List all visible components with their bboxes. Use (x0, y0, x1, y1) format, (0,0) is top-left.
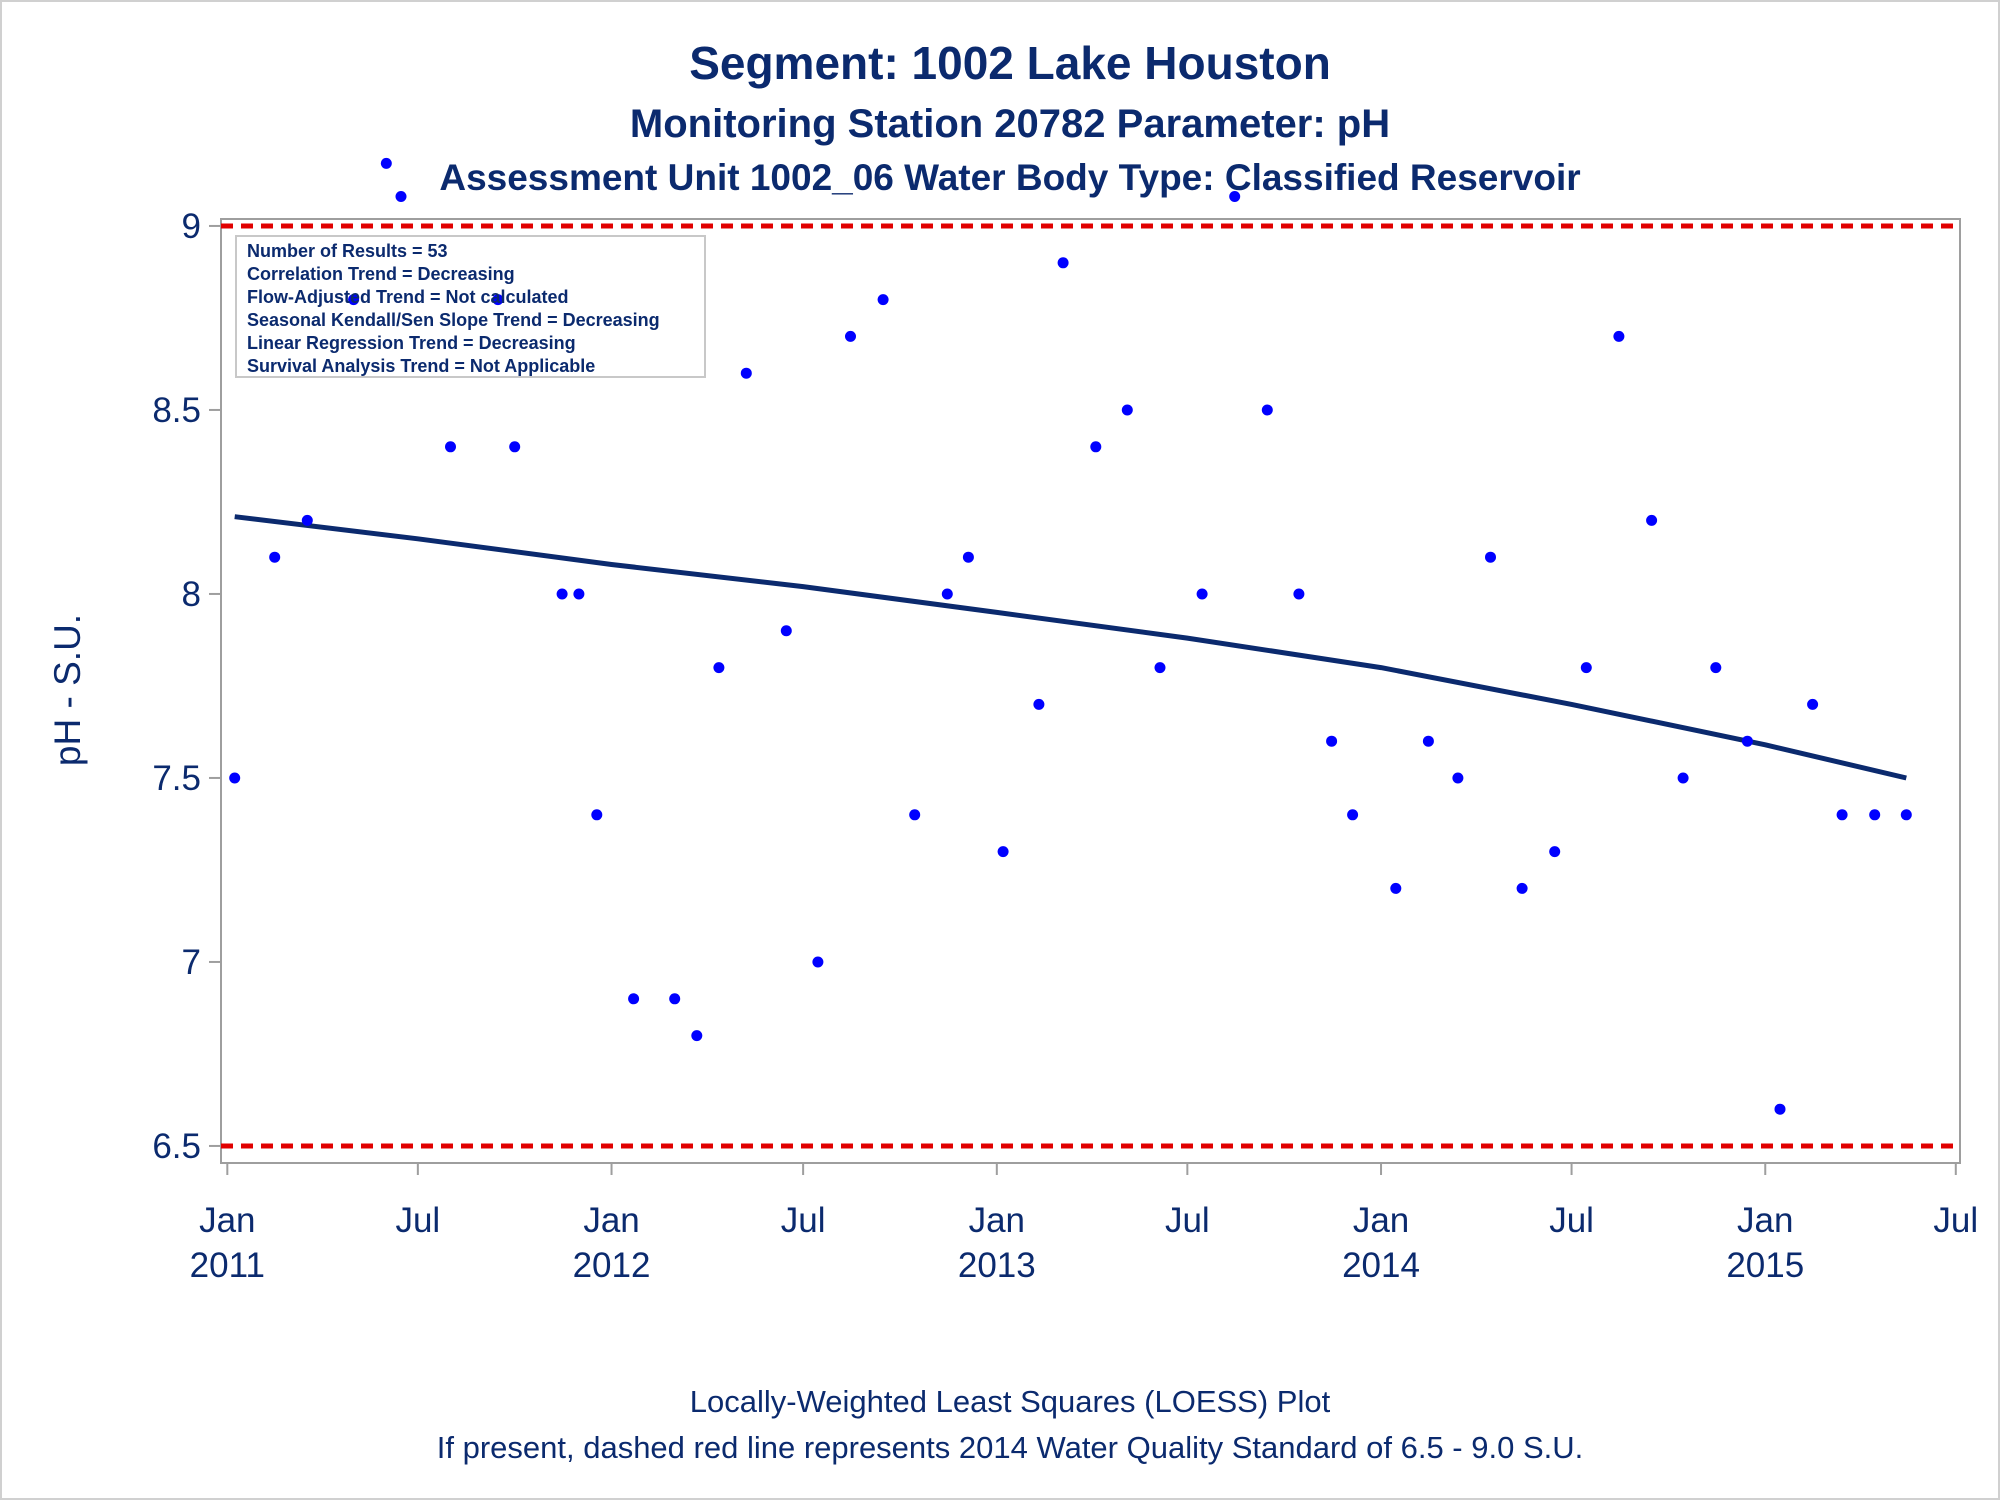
data-point (669, 993, 681, 1005)
data-point (1646, 514, 1658, 526)
data-point (1807, 698, 1819, 710)
x-tick-label-month: Jul (1933, 1201, 1978, 1240)
data-point (1033, 698, 1045, 710)
chart-subtitle: Monitoring Station 20782 Parameter: pH (630, 102, 1390, 146)
data-point (1677, 772, 1689, 784)
data-point (1836, 809, 1848, 821)
data-point (229, 772, 241, 784)
data-point (780, 625, 792, 637)
x-tick-label-year: 2011 (190, 1246, 265, 1285)
y-axis-label: pH - S.U. (47, 614, 88, 766)
loess-line (234, 514, 1907, 781)
data-point (740, 367, 752, 379)
legend-lines: Number of Results = 53 Correlation Trend … (247, 241, 660, 376)
y-tick-label: 7.5 (152, 759, 201, 798)
x-tick-label-year: 2012 (573, 1246, 651, 1285)
data-point (628, 993, 640, 1005)
legend-line: Number of Results = 53 (247, 241, 448, 261)
data-point (348, 294, 360, 306)
data-point (1774, 1103, 1786, 1115)
data-point (1549, 846, 1561, 858)
legend-line: Flow-Adjusted Trend = Not calculated (247, 287, 569, 307)
footnote-2: If present, dashed red line represents 2… (437, 1430, 1584, 1465)
reference-lines (221, 223, 1960, 1149)
data-point (1390, 882, 1402, 894)
data-point (1710, 662, 1722, 674)
x-tick-label-year: 2013 (958, 1246, 1036, 1285)
data-point (1452, 772, 1464, 784)
legend-line: Correlation Trend = Decreasing (247, 264, 515, 284)
data-point (877, 294, 889, 306)
data-point (1741, 735, 1753, 747)
data-point (962, 551, 974, 563)
data-point (1121, 404, 1133, 416)
data-point (1580, 662, 1592, 674)
x-tick-label-month: Jan (969, 1201, 1025, 1240)
data-point (997, 846, 1009, 858)
data-point (1154, 662, 1166, 674)
data-point (591, 809, 603, 821)
data-point (812, 956, 824, 968)
data-point (1057, 257, 1069, 269)
x-tick-label-month: Jan (199, 1201, 255, 1240)
data-point (1516, 882, 1528, 894)
data-points (229, 157, 1912, 1115)
x-tick-label-month: Jan (1353, 1201, 1409, 1240)
y-tick-label: 8 (182, 575, 201, 614)
data-point (1196, 588, 1208, 600)
legend-box: Number of Results = 53 Correlation Trend … (235, 235, 706, 378)
data-point (1326, 735, 1338, 747)
y-tick-label: 9 (182, 207, 201, 246)
legend-line: Survival Analysis Trend = Not Applicable (247, 356, 595, 376)
legend-line: Linear Regression Trend = Decreasing (247, 333, 576, 353)
data-point (941, 588, 953, 600)
data-point (691, 1030, 703, 1042)
footnote-1: Locally-Weighted Least Squares (LOESS) P… (690, 1384, 1331, 1419)
plot-area (220, 218, 1961, 1164)
x-tick-label-month: Jul (395, 1201, 440, 1240)
data-point (845, 330, 856, 342)
data-point (395, 191, 407, 202)
legend-border (235, 235, 706, 378)
x-tick-label-month: Jan (1737, 1201, 1793, 1240)
data-point (1485, 551, 1496, 563)
data-point (1293, 588, 1305, 600)
data-point (380, 157, 392, 169)
x-tick-label-month: Jan (583, 1201, 639, 1240)
data-point (909, 809, 921, 821)
data-point (1422, 735, 1434, 747)
x-tick-label-month: Jul (1549, 1201, 1594, 1240)
chart-title: Segment: 1002 Lake Houston (689, 37, 1331, 89)
data-point (509, 441, 521, 453)
x-tick-label-year: 2015 (1726, 1246, 1804, 1285)
data-point (1613, 330, 1625, 342)
x-tick-label-year: 2014 (1342, 1246, 1420, 1285)
data-point (1347, 809, 1359, 821)
x-tick-label-month: Jul (781, 1201, 826, 1240)
x-tick-label-month: Jul (1165, 1201, 1210, 1240)
data-point (1229, 191, 1241, 202)
data-point (301, 514, 313, 526)
chart-subtitle-2: Assessment Unit 1002_06 Water Body Type:… (439, 157, 1580, 198)
data-point (492, 294, 504, 306)
axes: 6.5 7 7.5 8 8.5 9 Jan 2011 Jul Jan 2012 Jul Jan 2013 J… (152, 207, 1978, 1285)
data-point (1090, 441, 1102, 453)
loess-curve (234, 514, 1907, 781)
data-point (573, 588, 585, 600)
y-tick-label: 7 (182, 943, 201, 982)
data-point (1261, 404, 1273, 416)
data-point (1900, 809, 1912, 821)
data-point (1869, 809, 1881, 821)
data-point (445, 441, 456, 453)
data-point (269, 551, 281, 563)
data-point (556, 588, 568, 600)
data-point (713, 662, 725, 674)
y-tick-label: 8.5 (152, 391, 201, 430)
y-tick-label: 6.5 (152, 1127, 201, 1166)
legend-line: Seasonal Kendall/Sen Slope Trend = Decre… (247, 310, 660, 330)
